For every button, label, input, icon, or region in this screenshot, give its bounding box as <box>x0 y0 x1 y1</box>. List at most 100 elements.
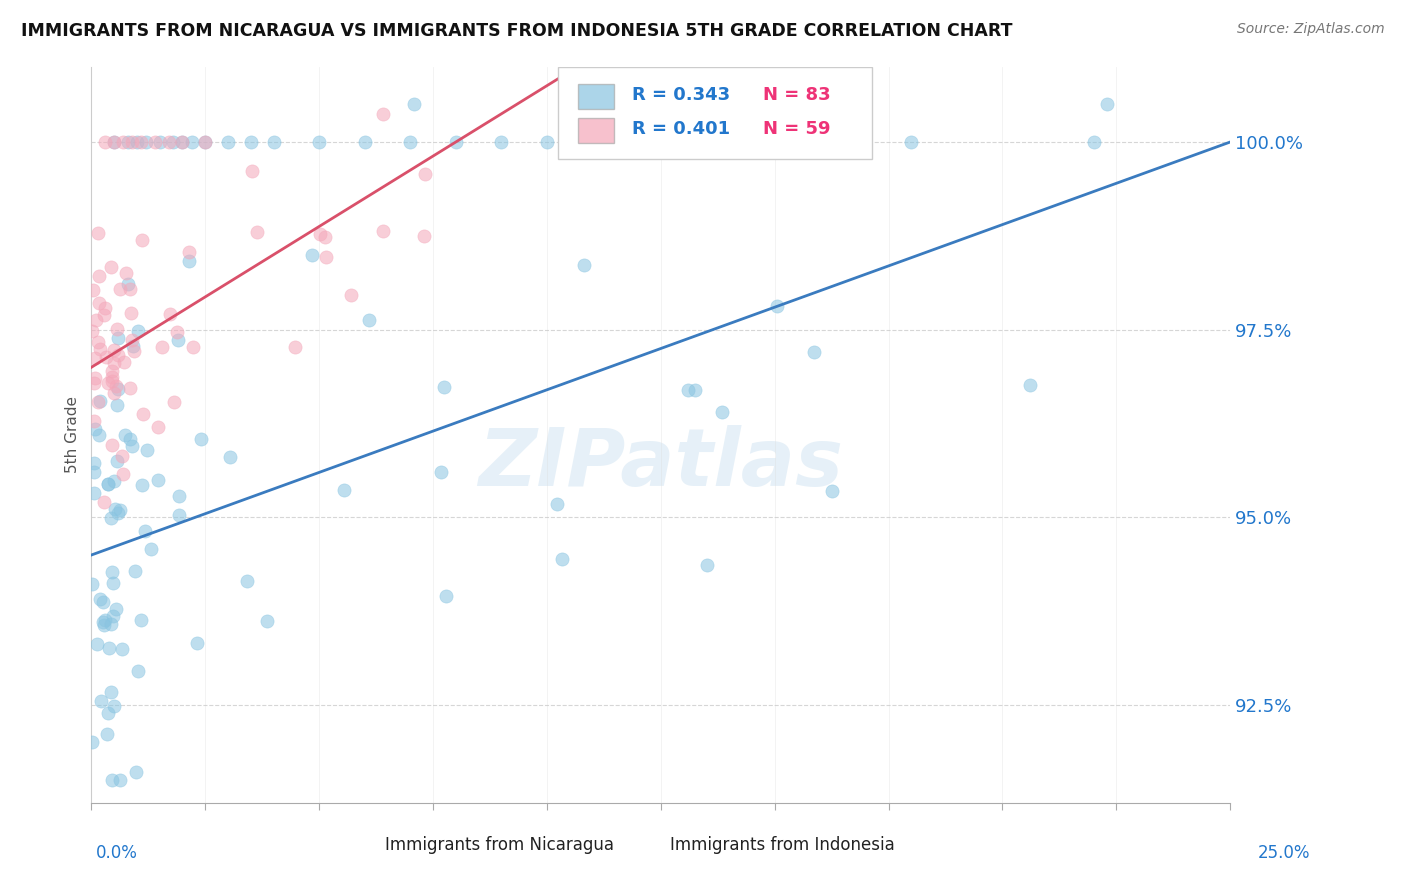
Point <box>108 282 131 296</box>
Point <box>146 473 169 487</box>
Point <box>90 694 112 708</box>
Point <box>83 485 105 500</box>
Point <box>121 439 143 453</box>
Text: Source: ZipAtlas.com: Source: ZipAtlas.com <box>1237 22 1385 37</box>
Text: N = 59: N = 59 <box>763 120 831 137</box>
Point <box>180 135 202 149</box>
Point <box>105 453 128 467</box>
Point <box>162 135 184 149</box>
Point <box>89 342 111 356</box>
Point <box>107 506 129 520</box>
Point <box>103 135 125 149</box>
Point <box>763 135 786 149</box>
Point <box>146 420 169 434</box>
Point <box>131 135 153 149</box>
Point <box>309 227 332 241</box>
Point <box>167 489 190 503</box>
Text: ZIPatlas: ZIPatlas <box>478 425 844 503</box>
Point <box>696 558 718 573</box>
Point <box>678 383 700 397</box>
Point <box>101 375 124 389</box>
Point <box>359 313 381 327</box>
Point <box>413 229 436 244</box>
Point <box>183 340 205 354</box>
Point <box>121 135 143 149</box>
Point <box>89 269 111 284</box>
Point <box>194 135 217 149</box>
Point <box>103 698 125 713</box>
Point <box>91 615 114 630</box>
Point <box>308 135 330 149</box>
Text: R = 0.401: R = 0.401 <box>633 120 731 137</box>
Point <box>83 465 105 479</box>
Point <box>172 135 194 149</box>
Bar <box>633 835 661 855</box>
Point <box>103 356 125 370</box>
Point <box>84 351 107 365</box>
Point <box>163 394 186 409</box>
Point <box>87 428 110 442</box>
Point <box>103 343 125 357</box>
Point <box>399 135 422 149</box>
Point <box>84 371 107 385</box>
Point <box>80 576 103 591</box>
Point <box>546 497 568 511</box>
Point <box>430 465 453 479</box>
Point <box>120 432 142 446</box>
Bar <box>578 84 614 109</box>
Point <box>433 380 456 394</box>
Point <box>135 135 157 149</box>
Point <box>115 266 138 280</box>
Point <box>84 421 107 435</box>
Point <box>93 495 115 509</box>
Y-axis label: 5th Grade: 5th Grade <box>65 396 80 474</box>
Point <box>120 306 142 320</box>
Point <box>132 407 155 421</box>
Point <box>239 135 262 149</box>
Point <box>340 288 363 302</box>
Point <box>105 398 128 412</box>
Point <box>84 313 107 327</box>
Point <box>87 226 110 240</box>
Point <box>1097 97 1119 112</box>
Point <box>315 251 337 265</box>
Point <box>103 575 125 590</box>
Point <box>89 394 111 409</box>
Point <box>284 339 307 353</box>
Point <box>89 592 111 607</box>
Text: Immigrants from Nicaragua: Immigrants from Nicaragua <box>385 837 614 855</box>
Point <box>111 450 134 464</box>
Point <box>83 414 105 428</box>
Point <box>103 474 125 488</box>
Point <box>190 432 212 446</box>
Point <box>172 135 194 149</box>
Point <box>101 773 124 788</box>
Point <box>103 385 125 400</box>
Point <box>353 135 375 149</box>
Point <box>572 259 595 273</box>
Point <box>83 376 105 390</box>
Point <box>112 467 135 481</box>
Point <box>117 135 139 149</box>
Point <box>107 348 129 362</box>
Point <box>121 339 143 353</box>
Point <box>314 230 336 244</box>
Point <box>114 428 136 442</box>
Point <box>94 350 117 364</box>
Point <box>413 167 436 181</box>
Point <box>97 706 120 721</box>
Text: 25.0%: 25.0% <box>1258 844 1310 862</box>
Point <box>792 97 814 112</box>
Point <box>803 345 825 359</box>
Point <box>766 299 789 313</box>
Point <box>86 395 108 409</box>
Point <box>134 524 156 538</box>
Point <box>97 376 120 391</box>
Point <box>82 735 104 749</box>
Point <box>127 664 149 678</box>
Point <box>87 296 110 310</box>
Point <box>240 164 263 178</box>
Point <box>108 503 131 517</box>
Point <box>434 589 457 603</box>
Point <box>100 565 122 579</box>
